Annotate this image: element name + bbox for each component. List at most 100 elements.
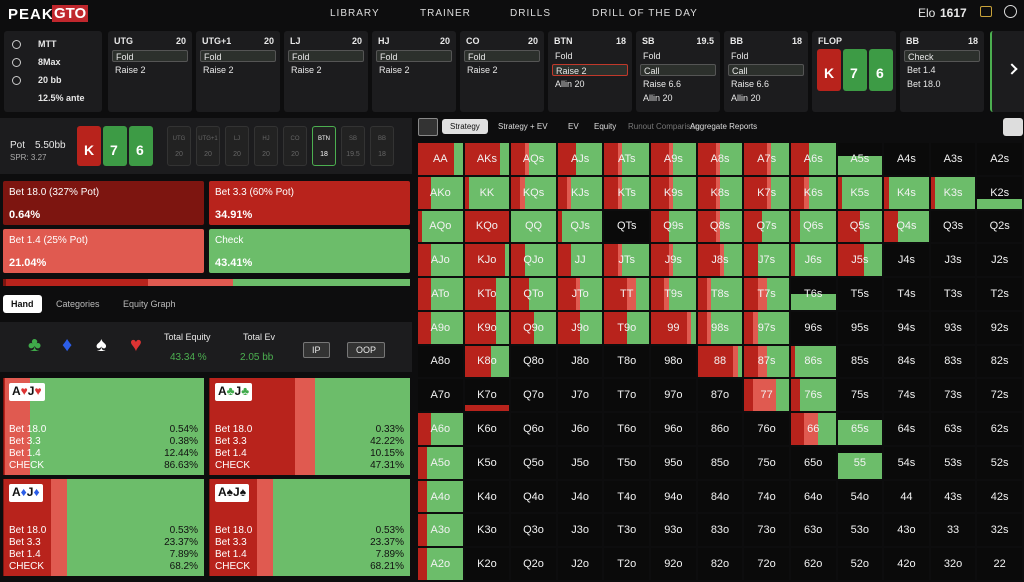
action-box[interactable]: Check 43.41% [209,229,410,273]
hand-cell[interactable]: Q4o [511,480,556,513]
hand-cell[interactable]: J6o [557,413,603,445]
hand-cell[interactable]: T3s [930,278,976,310]
suit-filter[interactable]: ♣ [28,334,42,356]
hand-cell[interactable]: T4s [884,278,929,310]
action-option[interactable]: Raise 2 [291,65,322,75]
action-option[interactable]: Check [904,50,980,62]
seat[interactable]: UTG+1 20 [196,126,220,166]
suit-filter[interactable]: ♠ [96,334,107,356]
hand-cell[interactable]: J5s [837,244,883,277]
hand-cell[interactable]: A3o [418,514,463,547]
hand-cell[interactable]: 95o [651,446,696,479]
action-option[interactable]: Allin 20 [643,93,673,103]
hand-cell[interactable]: Q4s [884,210,929,243]
hand-cell[interactable]: K5o [464,446,510,479]
hand-cell[interactable]: Q5o [511,446,556,479]
hand-cell[interactable]: 74o [744,480,789,513]
nav-link[interactable]: LIBRARY [330,8,380,19]
seat[interactable]: UTG 20 [167,126,191,166]
hand-cell[interactable]: ATs [604,143,650,175]
position-card[interactable]: UTG 20 Fold Raise 2 [108,31,192,112]
hand-cell[interactable]: QTs [604,210,650,243]
hand-cell[interactable]: AA [418,143,463,175]
hand-cell[interactable]: 53o [837,514,883,547]
position-card[interactable]: BB 18 Check Bet 1.4 Bet 18.0 [900,31,984,112]
action-option[interactable]: Fold [376,50,452,62]
hand-cell[interactable]: 85o [697,446,743,479]
hand-cell[interactable]: Q2o [511,548,556,580]
hand-cell[interactable]: 72s [977,379,1022,412]
hand-cell[interactable]: AKs [464,143,510,175]
hand-cell[interactable]: J3s [930,244,976,277]
hand-cell[interactable]: 43s [930,480,976,513]
hand-cell[interactable]: K5s [837,176,883,209]
hand-cell[interactable]: 74s [884,379,929,412]
hand-cell[interactable]: 92o [651,548,696,580]
hand-cell[interactable]: A3s [930,143,976,175]
hand-cell[interactable]: J8s [697,244,743,277]
hand-cell[interactable]: 64s [884,413,929,445]
hand-cell[interactable]: KTs [604,176,650,209]
hand-cell[interactable]: T9o [604,311,650,344]
action-option[interactable]: Raise 2 [552,64,628,76]
hand-cell[interactable]: K8s [697,176,743,209]
hand-cell[interactable]: 73o [744,514,789,547]
hand-cell[interactable]: 55 [837,446,883,479]
hand-cell[interactable]: TT [604,278,650,310]
controller-icon[interactable] [1003,118,1023,136]
hand-cell[interactable]: JTo [557,278,603,310]
hand-cell[interactable]: 44 [884,480,929,513]
hand-cell[interactable]: KK [464,176,510,209]
hand-cell[interactable]: J3o [557,514,603,547]
seat[interactable]: BB 18 [370,126,394,166]
hand-cell[interactable]: T8o [604,345,650,378]
seat[interactable]: LJ 20 [225,126,249,166]
hand-cell[interactable]: Q6s [790,210,836,243]
hand-cell[interactable]: 52s [977,446,1022,479]
action-option[interactable]: Fold [555,51,573,61]
hand-cell[interactable]: K8o [464,345,510,378]
hand-cell[interactable]: AQs [511,143,556,175]
action-option[interactable]: Raise 6.6 [731,79,770,89]
hand-cell[interactable]: QJo [511,244,556,277]
hand-cell[interactable]: J7s [744,244,789,277]
action-option[interactable]: Bet 18.0 [907,79,941,89]
hand-cell[interactable]: T5s [837,278,883,310]
position-card[interactable]: BTN 18 Fold Raise 2 Allin 20 [548,31,632,112]
hand-cell[interactable]: A8o [418,345,463,378]
hand-cell[interactable]: 32o [930,548,976,580]
hand-cell[interactable]: 42o [884,548,929,580]
hand-cell[interactable]: 43o [884,514,929,547]
action-option[interactable]: Fold [200,50,276,62]
hand-cell[interactable]: 66 [790,413,836,445]
hand-cell[interactable]: T7o [604,379,650,412]
hand-cell[interactable]: 42s [977,480,1022,513]
hand-cell[interactable]: 82o [697,548,743,580]
hand-cell[interactable]: 97o [651,379,696,412]
hand-cell[interactable]: J6s [790,244,836,277]
hand-cell[interactable]: A9s [651,143,696,175]
hand-cell[interactable]: 53s [930,446,976,479]
hand-cell[interactable]: A2s [977,143,1022,175]
hand-cell[interactable]: 85s [837,345,883,378]
position-toggle[interactable]: OOP [347,342,386,358]
hand-cell[interactable]: A7s [744,143,789,175]
hand-cell[interactable]: AJo [418,244,463,277]
hand-cell[interactable]: Q9s [651,210,696,243]
hand-cell[interactable]: T6o [604,413,650,445]
position-card[interactable]: CO 20 Fold Raise 2 [460,31,544,112]
hand-cell[interactable]: 75o [744,446,789,479]
hand-cell[interactable]: AJs [557,143,603,175]
hand-cell[interactable]: 72o [744,548,789,580]
nav-link[interactable]: TRAINER [420,8,471,19]
hand-cell[interactable]: 54o [837,480,883,513]
hand-cell[interactable]: QJs [557,210,603,243]
action-option[interactable]: Allin 20 [731,93,761,103]
hand-cell[interactable]: 65o [790,446,836,479]
seat[interactable]: HJ 20 [254,126,278,166]
action-option[interactable]: Raise 2 [467,65,498,75]
hand-cell[interactable]: 76o [744,413,789,445]
action-box[interactable]: Bet 3.3 (60% Pot) 34.91% [209,181,410,225]
hand-cell[interactable]: 88 [697,345,743,378]
hand-cell[interactable]: A5o [418,446,463,479]
